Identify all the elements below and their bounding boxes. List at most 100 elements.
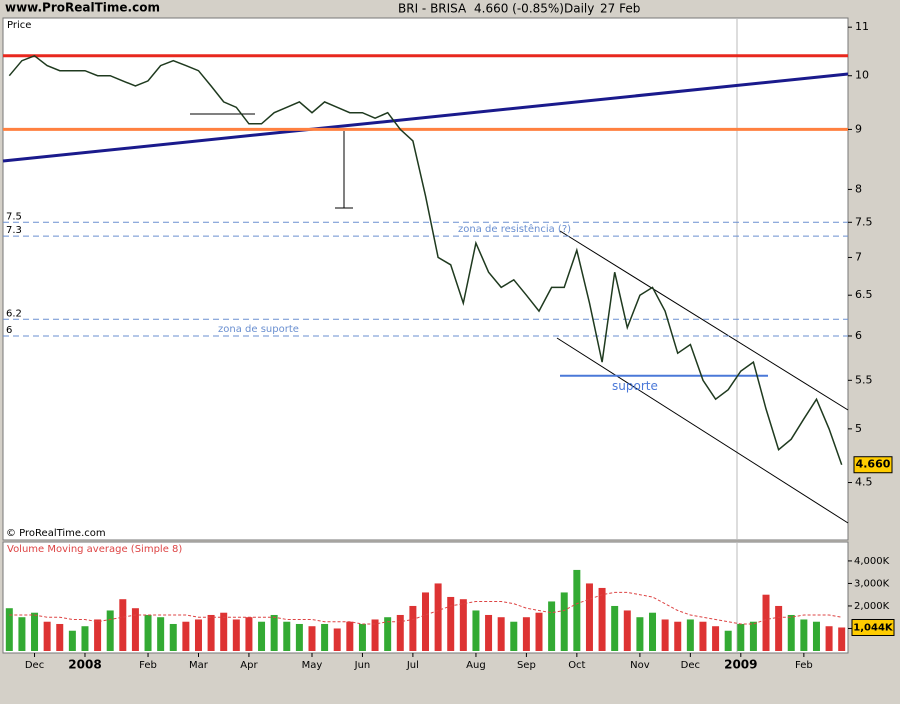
channel-lower [556, 337, 849, 524]
volume-bar [68, 630, 76, 651]
volume-bar [5, 608, 13, 651]
volume-bar [194, 619, 202, 651]
y-tick-label: 7.5 [855, 215, 873, 228]
volume-bar [321, 623, 329, 651]
volume-bar [157, 617, 165, 651]
y-tick-label: 4,000K [854, 556, 890, 567]
volume-bar [245, 617, 253, 651]
volume-bar [43, 621, 51, 651]
volume-bar [749, 621, 757, 651]
y-tick-label: 2,000K [854, 601, 890, 612]
volume-bar [548, 601, 556, 651]
volume-bar [308, 626, 316, 651]
y-tick-label: 4.5 [855, 476, 873, 489]
volume-bar [396, 614, 404, 651]
y-tick-label: 11 [855, 20, 869, 33]
volume-bar [812, 621, 820, 651]
volume-bar [510, 621, 518, 651]
volume-bar [106, 610, 114, 651]
volume-bar [560, 592, 568, 651]
credit: © ProRealTime.com [6, 528, 106, 539]
volume-bar [535, 612, 543, 651]
quote: 4.660 (-0.85%) [474, 2, 564, 16]
volume-bar [169, 623, 177, 651]
site: www.ProRealTime.com [5, 1, 160, 15]
volume-bar [573, 569, 581, 651]
x-tick-label: Apr [240, 660, 258, 671]
period: Daily [564, 2, 594, 16]
y-tick-label: 8 [855, 182, 862, 195]
y-tick-label: 6.5 [855, 288, 873, 301]
x-tick-label: 2009 [724, 658, 757, 672]
volume-bar [699, 621, 707, 651]
annotation: suporte [612, 379, 658, 393]
x-tick-label: May [302, 660, 323, 671]
volume-bar [207, 614, 215, 651]
volume-bar [144, 614, 152, 651]
volume-bar [485, 614, 493, 651]
date: 27 Feb [600, 2, 640, 16]
volume-bar [838, 627, 846, 651]
x-tick-label: Mar [189, 660, 209, 671]
last-volume: 1,044K [853, 622, 894, 633]
x-tick-label: Aug [466, 660, 486, 671]
x-tick-label: Dec [25, 660, 44, 671]
volume-bar [497, 617, 505, 651]
volume-bar [56, 623, 64, 651]
x-tick-label: Feb [795, 660, 813, 671]
volume-bar [94, 619, 102, 651]
y-tick-label: 3,000K [854, 578, 890, 589]
volume-bar [737, 623, 745, 651]
x-tick-label: Nov [630, 660, 650, 671]
y-tick-label: 5.5 [855, 373, 873, 386]
y-tick-label: 7 [855, 250, 862, 263]
volume-bar [422, 592, 429, 651]
x-tick-label: Oct [568, 660, 585, 671]
volume-bar [258, 621, 266, 651]
volume-bar [434, 583, 442, 651]
volume-bar [81, 626, 89, 651]
last-price-box [853, 456, 893, 474]
y-tick-label: 10 [855, 69, 869, 82]
volume-bar [825, 626, 833, 651]
volume-bar [800, 619, 808, 651]
volume-bar [775, 605, 783, 651]
volume-bar [724, 630, 732, 651]
volume-bar [762, 594, 770, 651]
last-volume-box [851, 618, 895, 636]
volume-bar [358, 623, 366, 651]
x-tick-label: Jul [406, 660, 419, 671]
volume-bar [585, 583, 593, 651]
volume-title: Volume Moving average (Simple 8) [7, 544, 182, 555]
volume-bar [295, 623, 303, 651]
level-label: 6 [6, 325, 12, 336]
x-tick-label: Sep [517, 660, 536, 671]
annotation: zona de suporte [218, 324, 299, 335]
x-tick-label: Jun [354, 660, 371, 671]
x-tick-label: Feb [139, 660, 157, 671]
volume-bar [371, 619, 379, 651]
volume-bar [232, 619, 240, 651]
y-tick-label: 6 [855, 329, 862, 342]
volume-bar [346, 621, 354, 651]
annotation: zona de resistência (?) [458, 223, 571, 235]
volume-bar [611, 605, 619, 651]
volume-bar [649, 612, 657, 651]
trend-line [2, 72, 849, 163]
volume-bar [661, 619, 669, 651]
volume-bar [459, 599, 467, 651]
channel-upper [559, 230, 849, 411]
volume-bar [598, 587, 606, 651]
volume-bar [333, 628, 341, 651]
symbol: BRI - BRISA [398, 2, 467, 16]
y-tick-label: 5 [855, 422, 862, 435]
volume-bar [447, 596, 455, 651]
y-label: Price [7, 20, 31, 31]
volume-bar [283, 621, 291, 651]
volume-bar [18, 617, 26, 651]
volume-bar [384, 617, 392, 651]
volume-bar [636, 617, 644, 651]
last-price: 4.660 [856, 458, 891, 471]
